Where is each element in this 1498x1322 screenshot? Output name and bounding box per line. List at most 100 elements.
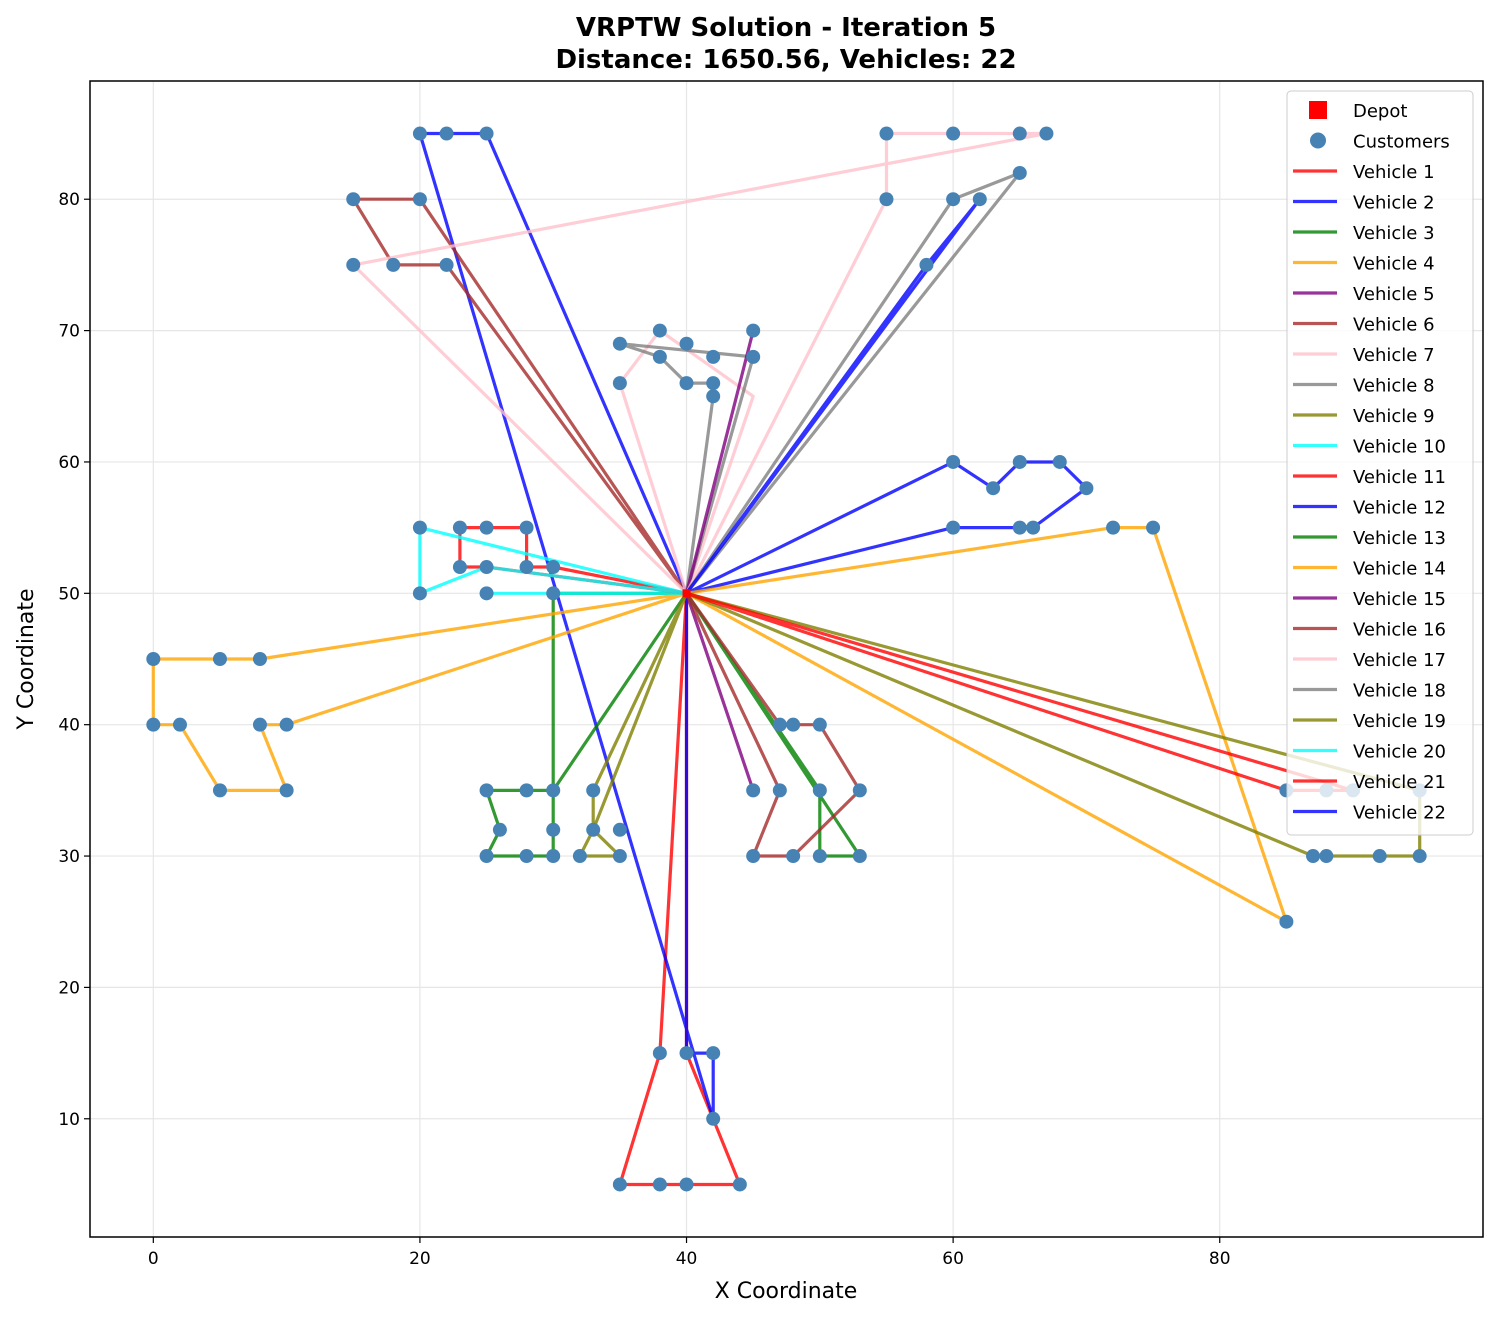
route-vehicle-21 [686,591,1355,793]
customer-point [1052,454,1067,469]
customer-point [772,783,787,798]
customer-point [679,376,694,391]
legend-label: Vehicle 5 [1353,284,1435,305]
customer-point [479,849,494,864]
customer-point [679,1046,694,1061]
customer-point [452,520,467,535]
route-vehicle-18 [685,171,1022,595]
customer-point [346,192,361,207]
customer-point [706,376,721,391]
customer-point [412,520,427,535]
customer-point [612,849,627,864]
customer-point [1079,481,1094,496]
customer-point [852,849,867,864]
legend-box [1286,90,1474,836]
customer-point [546,849,561,864]
legend-label: Vehicle 15 [1353,589,1446,610]
customer-point [439,126,454,141]
customer-point [546,586,561,601]
customer-point [479,520,494,535]
customer-point [519,520,534,535]
axis-ticks: 0 20 40 60 80 10 20 30 40 50 60 70 80 [58,190,1230,1269]
customer-point [1039,126,1054,141]
x-tick-label: 80 [1209,1249,1231,1269]
customer-point [706,1111,721,1126]
depot-marker [682,589,691,598]
legend-label: Vehicle 12 [1353,498,1446,519]
customer-point [879,126,894,141]
customer-point [586,822,601,837]
customer-point [412,586,427,601]
customer-point [1279,914,1294,929]
legend-label: Depot [1353,101,1407,122]
customer-point [479,560,494,575]
y-tick-label: 30 [58,847,80,867]
y-tick-label: 40 [58,716,80,736]
customer-point [412,192,427,207]
customer-point [652,349,667,364]
customer-point [479,783,494,798]
customer-point [1306,849,1321,864]
y-tick-label: 60 [58,453,80,473]
customer-point [612,1177,627,1192]
customer-point [479,126,494,141]
legend-label: Vehicle 7 [1353,345,1435,366]
legend-label: Vehicle 16 [1353,620,1446,641]
route-vehicle-1 [618,593,742,1187]
legend-label: Vehicle 4 [1353,254,1435,275]
customer-point [852,783,867,798]
customer-point [346,257,361,272]
customer-point [452,560,467,575]
legend-customers-swatch [1310,132,1326,149]
customer-point [1106,520,1121,535]
legend-label: Vehicle 8 [1353,376,1435,397]
customer-point [612,336,627,351]
y-axis-label: Y Coordinate [14,588,39,730]
customer-point [412,126,427,141]
customer-point [1319,849,1334,864]
customer-point [746,783,761,798]
customer-point [519,783,534,798]
vehicle-routes [151,131,1422,1187]
customer-point [746,849,761,864]
customer-point [946,520,961,535]
route-vehicle-17 [351,131,1049,595]
customer-point [652,323,667,338]
customer-point [946,126,961,141]
legend-label: Vehicle 17 [1353,650,1446,671]
y-tick-label: 50 [58,584,80,604]
customer-point [652,1177,667,1192]
customer-point [706,389,721,404]
legend-label: Vehicle 20 [1353,742,1446,763]
customer-point [786,849,801,864]
legend-label: Vehicle 19 [1353,711,1446,732]
route-vehicle-12 [685,460,1089,595]
customer-point [172,717,187,732]
legend-label: Vehicle 22 [1353,803,1446,824]
customer-point [479,586,494,601]
customer-point [706,1046,721,1061]
customer-point [986,481,1001,496]
customer-point [946,454,961,469]
legend-label: Customers [1353,132,1450,153]
x-tick-label: 20 [409,1249,431,1269]
customer-point [519,849,534,864]
customer-point [612,822,627,837]
plot-frame [89,80,1484,1238]
chart-subtitle: Distance: 1650.56, Vehicles: 22 [555,45,1016,75]
customer-point [1146,520,1161,535]
customer-point [519,560,534,575]
customer-point [146,652,161,666]
route-vehicle-6 [351,197,688,595]
x-tick-label: 40 [676,1249,698,1269]
customer-point [586,783,601,798]
customer-point [279,783,294,798]
y-tick-label: 70 [58,322,80,342]
customer-point [492,822,507,837]
customer-point [612,376,627,391]
y-tick-label: 20 [58,978,80,998]
customer-point [212,652,227,666]
legend-label: Vehicle 11 [1353,467,1446,488]
customer-point [546,822,561,837]
